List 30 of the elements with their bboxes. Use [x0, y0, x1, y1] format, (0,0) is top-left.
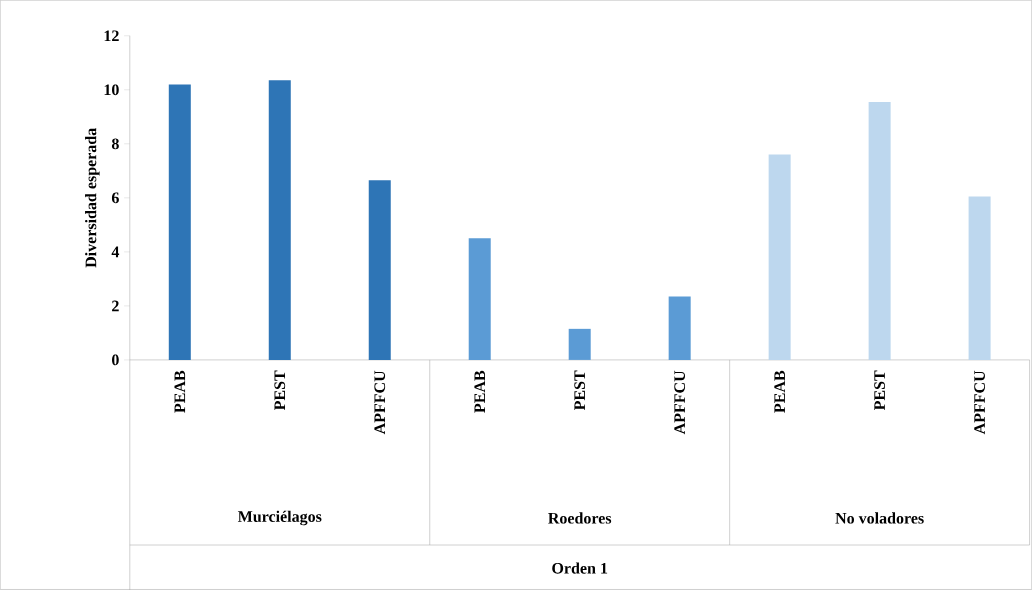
x-tick-label: APFFCU — [974, 370, 985, 435]
bar — [168, 84, 191, 360]
x-tick-label: PEAB — [774, 370, 785, 413]
text: Murciélagos — [237, 510, 322, 526]
bar — [568, 328, 591, 360]
bar — [268, 80, 291, 360]
bar — [468, 238, 491, 360]
x-tick-label: PEAB — [174, 370, 186, 413]
x-tick-label: PEST — [274, 370, 286, 410]
x-tick-label: APFFCU — [674, 370, 686, 435]
y-tick-label: 4 — [111, 246, 120, 257]
x-tick-label: PEAB — [474, 370, 486, 413]
bar — [668, 296, 691, 360]
y-tick-label: 6 — [111, 192, 119, 204]
bar — [968, 196, 991, 360]
y-tick-label: 8 — [111, 138, 119, 150]
y-tick-label: 10 — [104, 84, 119, 96]
y-tick-label: 2 — [112, 300, 119, 312]
text: Orden 1 — [552, 562, 608, 574]
y-axis-title: Diversidad esperada — [85, 127, 100, 268]
y-tick-label: 12 — [104, 30, 119, 41]
x-tick-label: APFFCU — [374, 370, 386, 435]
x-tick-label: PEST — [574, 370, 586, 410]
bar — [868, 101, 891, 360]
text: Roedores — [548, 512, 612, 524]
text: No voladores — [835, 512, 924, 524]
y-tick-label: 0 — [112, 354, 119, 366]
bar — [768, 154, 791, 360]
x-tick-label: PEST — [874, 370, 885, 410]
bar — [368, 180, 391, 360]
